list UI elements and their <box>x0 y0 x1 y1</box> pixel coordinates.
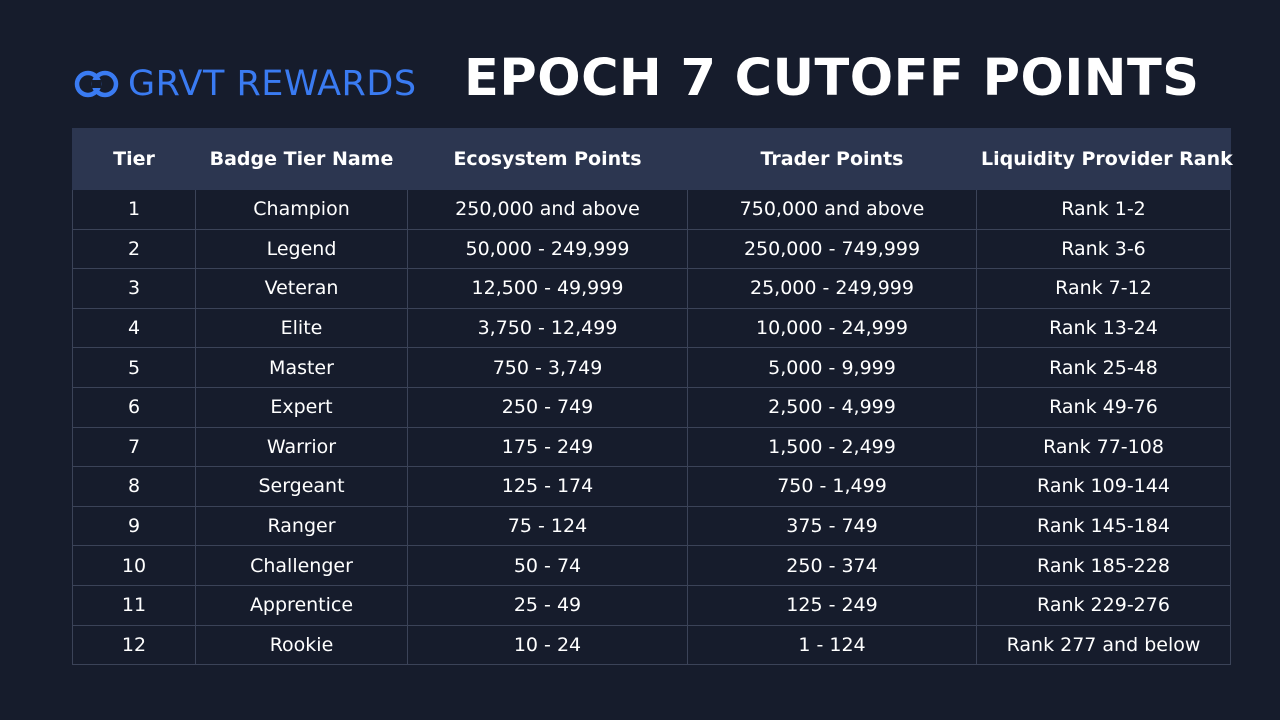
liquidity-provider-rank-cell: Rank 185-228 <box>976 545 1231 586</box>
table-row: 12 Rookie 10 - 24 1 - 124 Rank 277 and below <box>72 624 1231 666</box>
ecosystem-points-cell: 750 - 3,749 <box>407 347 688 388</box>
trader-points-cell: 10,000 - 24,999 <box>687 307 977 349</box>
table-row: 3 Veteran 12,500 - 49,999 25,000 - 249,999 R… <box>72 268 1231 309</box>
badge-tier-name-cell: Champion <box>195 189 408 230</box>
badge-tier-name-cell: Veteran <box>195 268 408 309</box>
header: GRVT REWARDS EPOCH 7 CUTOFF POINTS <box>72 40 1232 120</box>
trader-points-cell: 750,000 and above <box>687 189 977 230</box>
liquidity-provider-rank-cell: Rank 7-12 <box>976 268 1231 309</box>
column-header-trader-points: Trader Points <box>687 128 977 190</box>
column-header-liquidity-provider-rank: Liquidity Provider Rank <box>976 128 1233 190</box>
brand-name: GRVT REWARDS <box>128 64 417 104</box>
liquidity-provider-rank-cell: Rank 229-276 <box>976 584 1231 626</box>
liquidity-provider-rank-cell: Rank 1-2 <box>976 189 1231 230</box>
ecosystem-points-cell: 250,000 and above <box>407 189 688 230</box>
tier-cell: 9 <box>72 505 196 547</box>
column-header-tier: Tier <box>72 128 196 190</box>
table-row: 9 Ranger 75 - 124 375 - 749 Rank 145-184 <box>72 505 1231 547</box>
cutoff-points-table: Tier Badge Tier Name Ecosystem Points Tr… <box>72 128 1233 666</box>
trader-points-cell: 1 - 124 <box>687 624 977 666</box>
ecosystem-points-cell: 125 - 174 <box>407 466 688 507</box>
ecosystem-points-cell: 250 - 749 <box>407 386 688 428</box>
table-header: Tier Badge Tier Name Ecosystem Points Tr… <box>72 128 1233 190</box>
ecosystem-points-cell: 75 - 124 <box>407 505 688 547</box>
badge-tier-name-cell: Expert <box>195 386 408 428</box>
table-row: 4 Elite 3,750 - 12,499 10,000 - 24,999 Rank … <box>72 307 1231 349</box>
table-row: 1 Champion 250,000 and above 750,000 and ab… <box>72 189 1231 230</box>
table-row: 6 Expert 250 - 749 2,500 - 4,999 Rank 49-76 <box>72 386 1231 428</box>
table-row: 7 Warrior 175 - 249 1,500 - 2,499 Rank 77-10… <box>72 426 1231 468</box>
table-row: 11 Apprentice 25 - 49 125 - 249 Rank 229-276 <box>72 584 1231 626</box>
tier-cell: 2 <box>72 228 196 270</box>
tier-cell: 7 <box>72 426 196 468</box>
tier-cell: 4 <box>72 307 196 349</box>
ecosystem-points-cell: 175 - 249 <box>407 426 688 468</box>
badge-tier-name-cell: Apprentice <box>195 584 408 626</box>
trader-points-cell: 25,000 - 249,999 <box>687 268 977 309</box>
liquidity-provider-rank-cell: Rank 277 and below <box>976 624 1231 666</box>
column-header-ecosystem-points: Ecosystem Points <box>407 128 688 190</box>
table-row: 8 Sergeant 125 - 174 750 - 1,499 Rank 109-14… <box>72 466 1231 507</box>
column-header-badge-tier-name: Badge Tier Name <box>195 128 408 190</box>
badge-tier-name-cell: Master <box>195 347 408 388</box>
liquidity-provider-rank-cell: Rank 77-108 <box>976 426 1231 468</box>
trader-points-cell: 250,000 - 749,999 <box>687 228 977 270</box>
tier-cell: 12 <box>72 624 196 666</box>
trader-points-cell: 375 - 749 <box>687 505 977 547</box>
tier-cell: 11 <box>72 584 196 626</box>
badge-tier-name-cell: Ranger <box>195 505 408 547</box>
grvt-logo-icon <box>74 70 119 98</box>
tier-cell: 3 <box>72 268 196 309</box>
trader-points-cell: 2,500 - 4,999 <box>687 386 977 428</box>
tier-cell: 6 <box>72 386 196 428</box>
ecosystem-points-cell: 3,750 - 12,499 <box>407 307 688 349</box>
ecosystem-points-cell: 25 - 49 <box>407 584 688 626</box>
badge-tier-name-cell: Elite <box>195 307 408 349</box>
table-body: 1 Champion 250,000 and above 750,000 and ab… <box>72 189 1231 666</box>
trader-points-cell: 5,000 - 9,999 <box>687 347 977 388</box>
trader-points-cell: 1,500 - 2,499 <box>687 426 977 468</box>
liquidity-provider-rank-cell: Rank 109-144 <box>976 466 1231 507</box>
liquidity-provider-rank-cell: Rank 25-48 <box>976 347 1231 388</box>
header-row: Tier Badge Tier Name Ecosystem Points Tr… <box>72 128 1233 190</box>
ecosystem-points-cell: 50 - 74 <box>407 545 688 586</box>
brand-logo: GRVT REWARDS <box>72 64 417 104</box>
liquidity-provider-rank-cell: Rank 145-184 <box>976 505 1231 547</box>
liquidity-provider-rank-cell: Rank 3-6 <box>976 228 1231 270</box>
trader-points-cell: 125 - 249 <box>687 584 977 626</box>
badge-tier-name-cell: Challenger <box>195 545 408 586</box>
badge-tier-name-cell: Legend <box>195 228 408 270</box>
table-row: 2 Legend 50,000 - 249,999 250,000 - 749,999… <box>72 228 1231 270</box>
table-row: 5 Master 750 - 3,749 5,000 - 9,999 Rank 25-4… <box>72 347 1231 388</box>
badge-tier-name-cell: Warrior <box>195 426 408 468</box>
badge-tier-name-cell: Sergeant <box>195 466 408 507</box>
page-title: EPOCH 7 CUTOFF POINTS <box>464 49 1200 108</box>
liquidity-provider-rank-cell: Rank 49-76 <box>976 386 1231 428</box>
trader-points-cell: 750 - 1,499 <box>687 466 977 507</box>
tier-cell: 1 <box>72 189 196 230</box>
tier-cell: 10 <box>72 545 196 586</box>
badge-tier-name-cell: Rookie <box>195 624 408 666</box>
trader-points-cell: 250 - 374 <box>687 545 977 586</box>
table-row: 10 Challenger 50 - 74 250 - 374 Rank 185-228 <box>72 545 1231 586</box>
cutoff-table-container: Tier Badge Tier Name Ecosystem Points Tr… <box>72 128 1233 666</box>
ecosystem-points-cell: 12,500 - 49,999 <box>407 268 688 309</box>
tier-cell: 8 <box>72 466 196 507</box>
tier-cell: 5 <box>72 347 196 388</box>
liquidity-provider-rank-cell: Rank 13-24 <box>976 307 1231 349</box>
ecosystem-points-cell: 50,000 - 249,999 <box>407 228 688 270</box>
ecosystem-points-cell: 10 - 24 <box>407 624 688 666</box>
